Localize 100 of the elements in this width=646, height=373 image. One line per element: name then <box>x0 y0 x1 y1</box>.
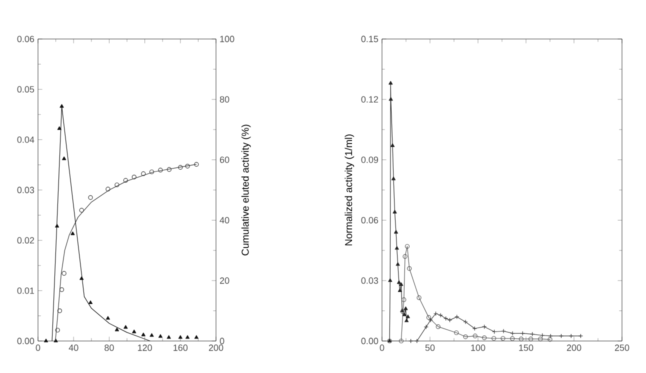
y-tick-label: 0.03 <box>17 186 34 194</box>
point <box>500 336 506 341</box>
y-tick-label: 0.01 <box>17 287 34 294</box>
y2-tick-label: 40 <box>220 217 230 224</box>
y2-tick-label: 0 <box>220 338 224 344</box>
x-tick-label: 200 <box>208 344 224 351</box>
point <box>141 171 146 176</box>
point <box>141 332 146 336</box>
x-tick-label: 80 <box>104 344 114 351</box>
point <box>185 164 190 168</box>
point <box>88 300 93 304</box>
x-tick-label: 160 <box>174 344 188 351</box>
point <box>158 168 163 172</box>
point <box>391 176 396 180</box>
point <box>404 306 408 310</box>
point <box>402 254 408 259</box>
point <box>472 334 478 338</box>
point <box>185 335 190 339</box>
point <box>80 276 84 280</box>
point <box>194 335 198 339</box>
x-tick-label: 0 <box>36 344 40 351</box>
point <box>528 336 534 342</box>
point <box>55 328 60 332</box>
point <box>132 174 136 180</box>
y-tick-label: 0.06 <box>17 36 34 42</box>
point <box>396 280 402 284</box>
y-tick-label: 0.15 <box>361 36 378 42</box>
x-tick-label: 40 <box>68 344 78 351</box>
point <box>426 315 432 320</box>
point <box>407 266 412 271</box>
point <box>124 325 128 329</box>
point <box>558 334 564 338</box>
y-tick-label: 0.03 <box>361 277 378 284</box>
point <box>44 338 48 342</box>
point <box>404 244 410 249</box>
y-tick-label: 0.06 <box>361 217 378 224</box>
x-tick-label: 250 <box>614 344 630 351</box>
point <box>404 318 409 322</box>
point <box>388 80 393 85</box>
point <box>388 278 392 282</box>
point <box>463 334 468 340</box>
point <box>416 295 422 300</box>
y-tick-label: 0.00 <box>17 338 34 344</box>
x-tick-label: 120 <box>138 344 152 351</box>
point <box>538 336 543 342</box>
y-tick-label: 0.00 <box>361 338 378 344</box>
point <box>398 288 402 292</box>
point <box>482 335 487 340</box>
point <box>178 335 182 339</box>
point <box>150 333 154 337</box>
point <box>396 262 400 266</box>
point <box>57 308 62 314</box>
point <box>123 178 128 183</box>
y-tick-label: 0.04 <box>17 136 34 143</box>
point <box>106 186 110 192</box>
point <box>158 334 162 338</box>
x-tick-label: 100 <box>471 344 486 351</box>
point <box>438 312 443 318</box>
point <box>406 314 410 318</box>
point <box>70 231 75 236</box>
point <box>492 336 496 341</box>
point <box>55 224 60 228</box>
point <box>402 297 406 302</box>
y2-tick-label: 60 <box>220 156 230 163</box>
point <box>62 271 66 276</box>
point <box>132 330 136 334</box>
point <box>57 126 62 130</box>
y-tick-label: 0.05 <box>17 86 34 93</box>
x-tick-label: 200 <box>566 344 582 351</box>
point <box>454 330 459 336</box>
point <box>114 328 119 332</box>
point <box>59 287 64 292</box>
point <box>436 324 440 330</box>
point <box>399 282 404 286</box>
point <box>88 195 93 200</box>
point <box>388 97 393 101</box>
x-tick-label: 50 <box>425 344 435 351</box>
point <box>106 316 110 320</box>
y2-tick-label: 20 <box>220 277 230 284</box>
y-tick-label: 0.12 <box>361 96 378 103</box>
point <box>428 318 433 322</box>
point <box>447 318 452 322</box>
x-tick-label: 150 <box>519 344 534 351</box>
point <box>394 246 399 250</box>
y-axis-title: Normalized activity (1/ml) <box>344 134 354 246</box>
y2-tick-label: 80 <box>220 96 230 103</box>
point <box>79 208 84 213</box>
point <box>510 336 515 341</box>
point <box>518 336 524 342</box>
y-tick-label: 0.09 <box>361 156 378 163</box>
point <box>149 170 154 174</box>
y2-axis-title: Cumulative eluted activity (%) <box>241 124 251 256</box>
point <box>114 182 120 188</box>
point <box>166 335 171 339</box>
point <box>398 338 404 344</box>
point <box>178 165 183 170</box>
y2-tick-label: 100 <box>220 36 234 42</box>
point <box>390 143 395 148</box>
point <box>392 210 397 214</box>
point <box>60 104 64 108</box>
